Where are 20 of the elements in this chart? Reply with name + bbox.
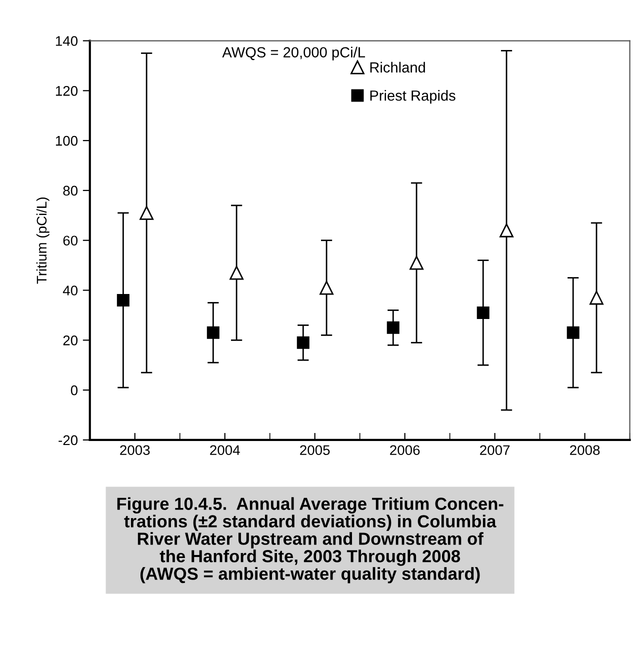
annotation: AWQS = 20,000 pCi/L — [222, 46, 366, 60]
legend-label: Richland — [370, 62, 425, 73]
y-tick-label: 80 — [63, 186, 78, 196]
x-tick-label: 2006 — [390, 445, 420, 456]
y-tick-label: 20 — [63, 335, 78, 346]
x-tick-label: 2007 — [480, 445, 510, 456]
y-axis-title: Tritium (pCi/L) — [36, 198, 50, 284]
y-tick-label: 100 — [56, 136, 78, 146]
x-tick-label: 2003 — [120, 445, 150, 456]
x-tick-label: 2005 — [300, 445, 330, 456]
x-tick-label: 2008 — [570, 445, 600, 456]
x-tick-label: 2004 — [210, 445, 240, 456]
y-tick-label: 0 — [70, 385, 78, 396]
y-tick-label: 60 — [63, 236, 78, 246]
y-tick-label: -20 — [58, 435, 78, 446]
legend-label: Priest Rapids — [370, 90, 456, 104]
y-tick-label: 40 — [62, 286, 78, 296]
y-tick-label: 120 — [56, 86, 78, 96]
text: Figure 10.4.5. Annual Average Tritium Concen- trations (±2 standard deviations) in Columbia River Water Upstream and Downstream of the Hanford Site, 2003 Through 2008 (AWQS = ambient-water quality standard) — [117, 497, 504, 584]
y-tick-label: 140 — [56, 36, 78, 46]
